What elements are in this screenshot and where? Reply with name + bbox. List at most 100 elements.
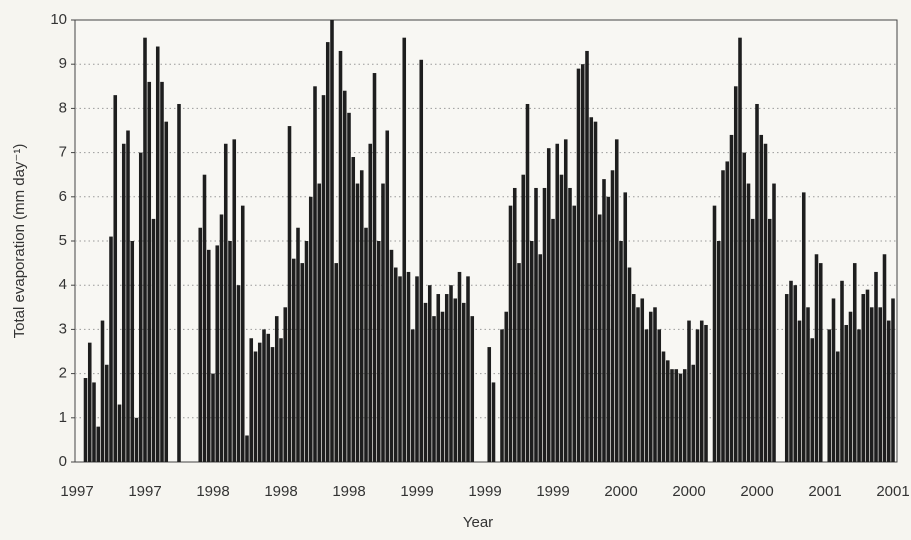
- x-tick-label: 1998: [332, 483, 365, 500]
- bar: [87, 342, 92, 462]
- bar: [500, 329, 504, 462]
- bar: [427, 285, 432, 462]
- bar: [100, 320, 105, 462]
- bar: [606, 196, 611, 463]
- bar: [308, 196, 313, 463]
- bar: [376, 241, 381, 462]
- bar: [359, 170, 364, 462]
- bar: [325, 42, 330, 462]
- bar: [215, 245, 220, 462]
- bar: [546, 148, 551, 462]
- bar: [670, 369, 674, 462]
- bar: [449, 285, 453, 462]
- bar: [818, 263, 823, 462]
- bar: [580, 64, 585, 462]
- bar: [423, 302, 428, 462]
- bar: [750, 218, 755, 462]
- bar: [92, 382, 96, 462]
- bar: [610, 170, 615, 462]
- bar: [602, 179, 606, 462]
- x-tick-label: 2000: [604, 483, 637, 500]
- bar: [487, 347, 492, 462]
- bar: [878, 307, 883, 462]
- bar: [538, 254, 543, 462]
- bar: [874, 271, 878, 462]
- bar: [134, 417, 139, 462]
- x-tick-label: 1998: [264, 483, 297, 500]
- bar: [117, 404, 122, 462]
- bar: [109, 236, 113, 462]
- bar: [525, 103, 530, 462]
- bar: [627, 267, 632, 462]
- bar: [678, 373, 683, 462]
- bar: [806, 307, 810, 462]
- bar: [865, 289, 870, 462]
- x-tick-label: 1998: [196, 483, 229, 500]
- bar: [415, 276, 419, 462]
- bar: [279, 338, 283, 462]
- bar: [164, 121, 169, 462]
- bar: [385, 130, 390, 462]
- bar: [559, 174, 564, 462]
- bar: [597, 214, 602, 462]
- x-tick-label: 1999: [400, 483, 433, 500]
- bar: [274, 316, 279, 462]
- bar: [619, 241, 623, 462]
- bar: [249, 338, 254, 462]
- bar: [835, 351, 840, 462]
- bar: [304, 241, 309, 462]
- bar: [857, 329, 861, 462]
- bar: [704, 324, 708, 462]
- bar: [253, 351, 258, 462]
- bar: [457, 271, 462, 462]
- x-tick-label: 1999: [536, 483, 569, 500]
- bar: [351, 157, 356, 462]
- bar: [585, 50, 589, 462]
- bar: [653, 307, 657, 462]
- bar: [593, 121, 598, 462]
- bar: [143, 37, 147, 463]
- bar: [733, 86, 738, 463]
- bar: [96, 426, 101, 462]
- bar: [512, 187, 517, 462]
- bar: [644, 329, 649, 462]
- bar: [712, 205, 717, 462]
- bar: [402, 37, 407, 463]
- bar: [882, 254, 887, 462]
- bar: [291, 258, 296, 462]
- bar: [236, 285, 241, 462]
- bar: [755, 103, 759, 462]
- bar: [827, 329, 832, 462]
- bar: [419, 59, 424, 462]
- bar: [563, 139, 568, 462]
- x-tick-label: 2000: [672, 483, 705, 500]
- bar: [393, 267, 398, 462]
- bar: [508, 205, 513, 462]
- bar: [891, 298, 895, 462]
- bar: [738, 37, 742, 463]
- bar: [648, 311, 653, 462]
- bar: [283, 307, 288, 462]
- bar: [223, 143, 228, 462]
- bar: [257, 342, 262, 462]
- bar: [772, 183, 776, 463]
- bar: [466, 276, 470, 462]
- bar: [657, 329, 662, 462]
- bar: [432, 316, 436, 462]
- x-tick-label: 2001: [876, 483, 909, 500]
- bar: [228, 241, 232, 462]
- bar: [410, 329, 415, 462]
- bar: [121, 143, 126, 462]
- y-tick-label: 3: [59, 320, 67, 337]
- bar: [504, 311, 509, 462]
- bar: [321, 95, 326, 462]
- bar: [300, 263, 305, 462]
- bar: [551, 218, 555, 462]
- bar: [389, 249, 394, 462]
- bar: [661, 351, 666, 462]
- bar: [334, 263, 339, 462]
- bar: [266, 333, 271, 462]
- bar: [886, 320, 891, 462]
- bar: [534, 187, 538, 462]
- bar: [160, 81, 164, 462]
